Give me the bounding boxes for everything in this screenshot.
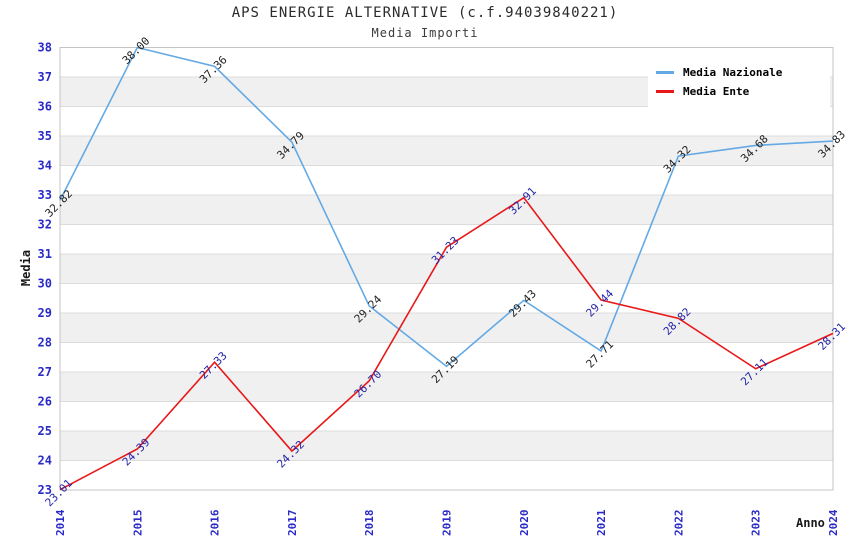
x-axis-tick-label: 2017 (286, 510, 299, 537)
legend-item-media-nazionale: Media Nazionale (656, 63, 822, 82)
x-axis-tick-label: 2024 (827, 509, 840, 536)
y-axis-tick-label: 31 (38, 247, 52, 261)
y-axis-tick-label: 34 (38, 159, 52, 173)
plot-band (60, 313, 833, 343)
plot-band (60, 254, 833, 284)
y-axis-title: Media (19, 250, 33, 286)
x-axis-tick-label: 2020 (518, 510, 531, 537)
y-axis-tick-labels: 23 24 25 26 27 28 29 30 31 32 33 34 35 36 37 38 (38, 41, 52, 498)
legend-label: Media Ente (683, 85, 750, 98)
y-axis-tick-label: 33 (38, 188, 52, 202)
series-line-media-ente (59, 196, 834, 491)
x-axis-tick-label: 2019 (441, 510, 454, 537)
y-axis-tick-label: 25 (38, 424, 52, 438)
y-axis-tick-label: 28 (38, 336, 52, 350)
chart-legend: Media Nazionale Media Ente (648, 57, 830, 107)
plot-band (60, 372, 833, 402)
legend-label: Media Nazionale (683, 66, 783, 79)
legend-item-media-ente: Media Ente (656, 82, 822, 101)
chart-subtitle: Media Importi (371, 26, 479, 40)
plot-bands (60, 77, 833, 461)
legend-swatch-media-nazionale (656, 71, 674, 74)
plot-band (60, 431, 833, 461)
y-axis-tick-label: 32 (38, 218, 52, 232)
y-axis-tick-label: 38 (38, 41, 52, 55)
series-lines (59, 46, 834, 491)
plot-border (59, 47, 834, 491)
y-axis-tick-label: 37 (38, 70, 52, 84)
x-axis-tick-label: 2014 (54, 509, 67, 536)
y-axis-tick-label: 23 (38, 483, 52, 497)
x-axis-tick-label: 2023 (750, 510, 763, 537)
x-axis-tick-label: 2016 (209, 509, 222, 536)
plot-band (60, 136, 833, 166)
x-axis-tick-label: 2021 (595, 509, 608, 536)
x-axis-tick-label: 2015 (131, 510, 144, 537)
series-line-media-nazionale (59, 46, 834, 368)
plot-band (60, 195, 833, 225)
x-axis-tick-label: 2018 (363, 510, 376, 537)
y-axis-tick-label: 27 (38, 365, 52, 379)
legend-swatch-media-ente (656, 90, 674, 93)
y-axis-tick-label: 29 (38, 306, 52, 320)
y-axis-tick-label: 26 (38, 395, 52, 409)
y-axis-tick-label: 30 (38, 277, 52, 291)
chart-title: APS ENERGIE ALTERNATIVE (c.f.94039840221… (231, 5, 619, 21)
x-axis-tick-label: 2022 (672, 510, 685, 537)
y-axis-tick-label: 35 (38, 129, 52, 143)
y-axis-tick-label: 36 (38, 100, 52, 114)
y-axis-tick-label: 24 (38, 454, 52, 468)
x-axis-tick-labels: 2014 2015 2016 2017 2018 2019 2020 2021 2022 2023… (54, 509, 840, 536)
x-axis-title: Anno (796, 516, 825, 530)
